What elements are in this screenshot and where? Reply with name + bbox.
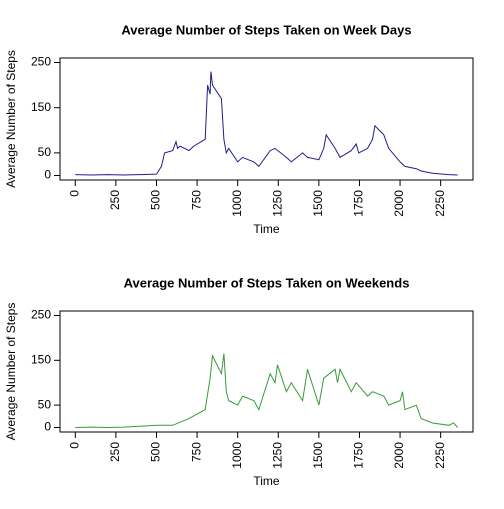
x-tick-label: 2250 <box>433 190 447 217</box>
y-tick-label: 50 <box>38 397 52 411</box>
x-tick-label: 750 <box>189 190 203 210</box>
x-tick-label: 1750 <box>352 190 366 217</box>
y-tick-label: 250 <box>31 308 51 322</box>
x-tick-label: 250 <box>108 190 122 210</box>
plot-box <box>59 57 474 181</box>
x-tick-label: 500 <box>149 190 163 210</box>
y-tick-label: 0 <box>44 420 51 434</box>
y-axis-label: Average Number of Steps <box>4 303 18 441</box>
x-tick-label: 1000 <box>230 442 244 469</box>
x-tick-label: 2250 <box>433 442 447 469</box>
x-tick-label: 1250 <box>270 442 284 469</box>
y-axis-label: Average Number of Steps <box>4 50 18 188</box>
x-tick-label: 1000 <box>230 190 244 217</box>
x-tick-label: 0 <box>67 442 81 449</box>
x-tick-label: 500 <box>149 442 163 462</box>
x-tick-label: 1500 <box>311 442 325 469</box>
y-tick-label: 0 <box>44 168 51 182</box>
plot-box <box>59 310 474 433</box>
x-tick-label: 1250 <box>270 190 284 217</box>
x-tick-label: 750 <box>189 442 203 462</box>
x-tick-label: 1750 <box>352 442 366 469</box>
x-tick-label: 2000 <box>392 442 406 469</box>
y-tick-label: 250 <box>31 55 51 69</box>
data-line <box>75 71 458 176</box>
data-line <box>75 353 459 429</box>
x-tick-label: 2000 <box>392 190 406 217</box>
y-tick-label: 50 <box>38 145 52 159</box>
chart-title: Average Number of Steps Taken on Week Da… <box>121 22 411 37</box>
x-tick-label: 0 <box>67 190 81 197</box>
y-tick-label: 150 <box>31 100 51 114</box>
x-axis-label: Time <box>253 222 280 236</box>
x-tick-label: 1500 <box>311 190 325 217</box>
chart-title: Average Number of Steps Taken on Weekend… <box>124 275 410 290</box>
x-axis-label: Time <box>253 474 280 488</box>
y-tick-label: 150 <box>31 352 51 366</box>
x-tick-label: 250 <box>108 442 122 462</box>
